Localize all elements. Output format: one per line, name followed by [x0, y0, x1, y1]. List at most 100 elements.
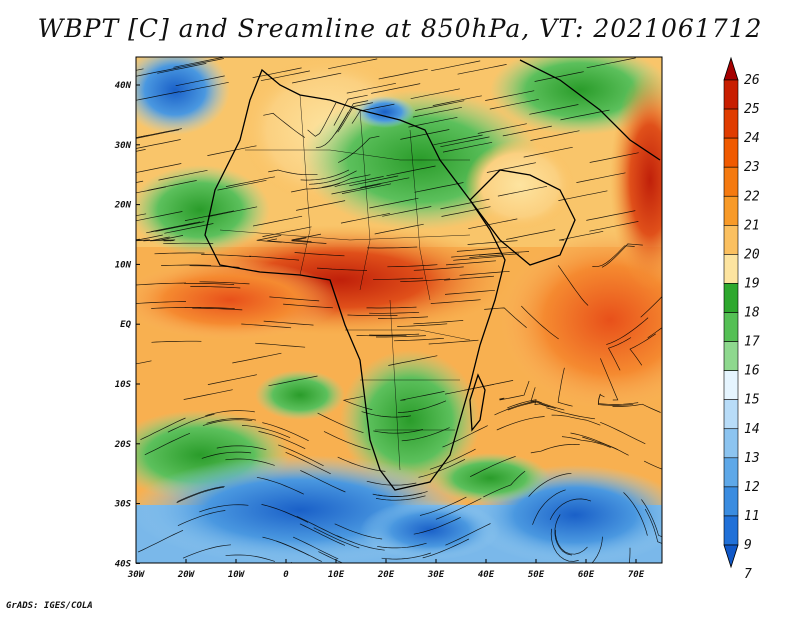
colorbar-top-arrow — [723, 56, 739, 81]
colorbar-label: 15 — [744, 393, 760, 408]
streamlines — [136, 57, 662, 563]
streamline — [151, 340, 202, 343]
streamline — [623, 492, 648, 536]
colorbar-segment — [723, 225, 739, 255]
colorbar-segment — [723, 486, 739, 517]
streamline — [369, 311, 420, 314]
streamline — [158, 235, 184, 242]
streamline — [174, 58, 224, 69]
streamline — [412, 106, 462, 118]
streamline — [549, 498, 592, 521]
streamline — [136, 139, 181, 149]
chart-title: WBPT [C] and Sreamline at 850hPa, VT: 20… — [37, 14, 763, 43]
streamline — [430, 299, 481, 304]
streamline — [137, 529, 184, 553]
streamline — [360, 177, 410, 188]
streamline — [382, 206, 432, 217]
colorbar-bottom-arrow — [723, 544, 739, 569]
streamline — [323, 431, 371, 451]
streamline — [371, 83, 421, 94]
streamline — [341, 183, 392, 194]
lon-label: 20W — [177, 570, 196, 580]
streamline — [507, 401, 556, 411]
colorbar-label: 19 — [744, 276, 760, 291]
streamline — [146, 222, 196, 234]
streamline — [136, 91, 180, 101]
streamline — [318, 551, 344, 563]
streamline — [317, 412, 364, 434]
streamline — [586, 210, 636, 221]
streamline — [292, 72, 342, 84]
streamline — [600, 358, 619, 401]
streamline — [335, 100, 369, 134]
streamline — [136, 301, 186, 304]
streamline — [296, 200, 346, 211]
streamline — [393, 337, 444, 342]
colorbar-segment — [723, 108, 739, 139]
colorbar-label: 25 — [744, 102, 760, 117]
streamline — [338, 135, 380, 163]
streamline — [400, 278, 451, 283]
lat-label: 20N — [114, 201, 132, 211]
streamline — [507, 399, 550, 409]
colorbar-label: 23 — [744, 160, 760, 175]
streamline — [502, 125, 552, 137]
streamline — [232, 352, 282, 364]
streamline — [366, 306, 417, 309]
lat-label: EQ — [120, 320, 131, 330]
streamline — [207, 145, 257, 156]
streamline — [374, 223, 424, 235]
streamline — [361, 411, 411, 418]
streamline — [387, 264, 438, 268]
streamline — [597, 393, 639, 405]
streamline — [557, 265, 589, 306]
streamline — [294, 252, 345, 257]
streamline — [179, 81, 229, 93]
streamline — [225, 554, 276, 562]
streamline — [173, 57, 223, 68]
streamline — [140, 417, 186, 441]
streamline — [285, 451, 331, 475]
colorbar-label: 13 — [744, 451, 760, 466]
streamline — [606, 317, 649, 345]
streamline — [468, 218, 518, 230]
streamline — [422, 538, 470, 559]
lon-label: 30E — [427, 570, 445, 580]
streamline — [336, 535, 385, 551]
streamline — [333, 94, 368, 126]
streamline — [157, 63, 207, 74]
streamline — [144, 432, 191, 456]
lon-label: 40E — [478, 570, 495, 580]
lon-label: 60E — [578, 570, 595, 580]
streamline — [136, 67, 180, 77]
latitude-labels: 40N 30N 20N 10N EQ 10S 20S 30S 40S — [114, 81, 140, 569]
streamline — [477, 123, 527, 134]
lon-label: 20E — [377, 570, 395, 580]
streamline — [262, 422, 309, 442]
streamline — [184, 282, 235, 285]
streamline — [413, 266, 464, 271]
streamline — [225, 458, 275, 466]
colorbar-label: 16 — [744, 364, 760, 379]
streamline — [208, 206, 258, 217]
streamline — [261, 504, 309, 523]
colorbar-segment — [723, 370, 739, 400]
streamline — [600, 421, 646, 445]
streamline — [182, 544, 231, 559]
colorbar-segment — [723, 428, 739, 459]
streamline — [346, 82, 396, 94]
streamline — [136, 163, 182, 173]
streamline — [334, 523, 383, 540]
lat-label: 10N — [115, 260, 132, 270]
streamline — [347, 314, 398, 317]
streamline — [551, 414, 601, 426]
streamline — [253, 215, 303, 227]
colorbar-label: 12 — [744, 480, 760, 495]
lon-label: 10E — [328, 570, 345, 580]
streamline — [453, 255, 504, 261]
streamline — [469, 253, 520, 258]
streamline — [401, 427, 450, 442]
streamline — [192, 307, 243, 311]
streamline — [367, 246, 418, 249]
streamline — [521, 305, 559, 340]
